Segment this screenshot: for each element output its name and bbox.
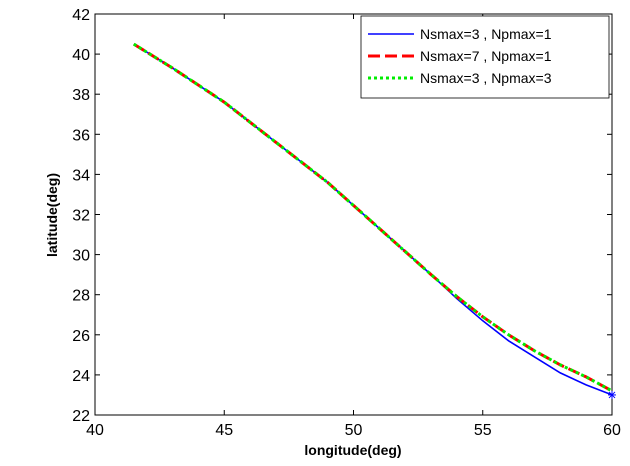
- x-axis-title: longitude(deg): [304, 442, 401, 458]
- y-tick-label: 32: [72, 208, 90, 225]
- y-tick-label: 40: [72, 47, 90, 64]
- y-tick-label: 38: [72, 87, 90, 104]
- y-tick-label: 28: [72, 288, 90, 305]
- y-tick-label: 34: [72, 167, 90, 184]
- x-tick-label: 45: [215, 422, 233, 439]
- legend-label-2: Nsmax=7 , Npmax=1: [420, 48, 552, 64]
- y-tick-label: 36: [72, 127, 90, 144]
- series-layer: [133, 42, 616, 399]
- legend-label-1: Nsmax=3 , Npmax=1: [420, 26, 552, 42]
- legend: Nsmax=3 , Npmax=1 Nsmax=7 , Npmax=1 Nsmax=…: [360, 15, 610, 99]
- x-tick-label: 50: [345, 422, 363, 439]
- legend-label-3: Nsmax=3 , Npmax=3: [420, 70, 552, 86]
- y-axis-title: latitude(deg): [44, 173, 60, 257]
- y-tick-label: 30: [72, 248, 90, 265]
- series-line-3: [133, 42, 613, 393]
- endpoint-marker: [608, 390, 616, 399]
- x-tick-label: 40: [86, 422, 104, 439]
- y-axis-ticks: 22 24 26 28 30 32 34 36 38 40 42: [72, 7, 612, 425]
- y-tick-label: 22: [72, 408, 90, 425]
- x-tick-label: 60: [603, 422, 621, 439]
- y-tick-label: 26: [72, 328, 90, 345]
- y-tick-label: 24: [72, 368, 90, 385]
- x-tick-label: 55: [474, 422, 492, 439]
- y-tick-label: 42: [72, 7, 90, 24]
